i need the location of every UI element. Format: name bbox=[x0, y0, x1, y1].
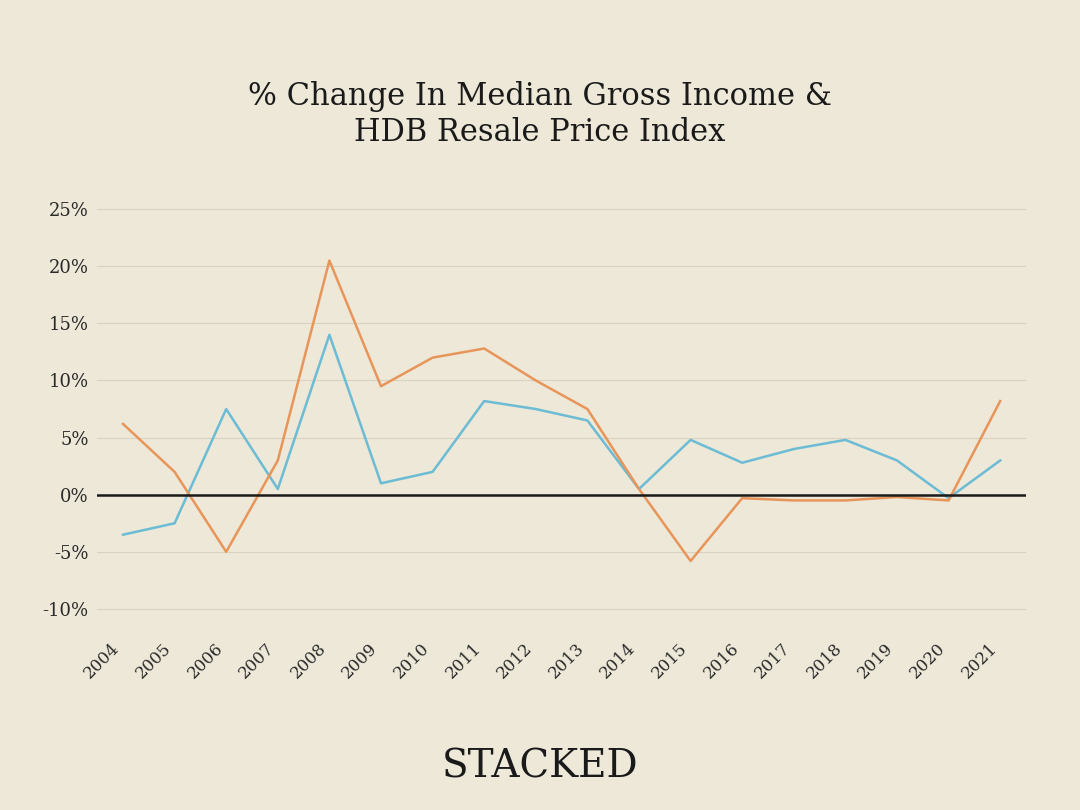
HDB Resale Price Index (Q1 of each year) bbox=[323, 256, 336, 266]
Median (Single) bbox=[427, 467, 440, 477]
HDB Resale Price Index (Q1 of each year) bbox=[427, 353, 440, 363]
Text: STACKED: STACKED bbox=[442, 748, 638, 786]
HDB Resale Price Index (Q1 of each year) bbox=[684, 556, 697, 566]
Median (Single) bbox=[839, 435, 852, 445]
Median (Single) bbox=[633, 484, 646, 494]
Median (Single) bbox=[735, 458, 748, 467]
Line: Median (Single): Median (Single) bbox=[123, 335, 1000, 535]
Median (Single) bbox=[323, 330, 336, 339]
HDB Resale Price Index (Q1 of each year) bbox=[375, 382, 388, 391]
HDB Resale Price Index (Q1 of each year) bbox=[271, 455, 284, 465]
HDB Resale Price Index (Q1 of each year) bbox=[891, 492, 904, 502]
HDB Resale Price Index (Q1 of each year) bbox=[117, 419, 130, 428]
Median (Single) bbox=[117, 530, 130, 539]
Median (Single) bbox=[787, 444, 800, 454]
HDB Resale Price Index (Q1 of each year) bbox=[219, 547, 232, 556]
Median (Single) bbox=[581, 416, 594, 425]
Median (Single) bbox=[168, 518, 181, 528]
Median (Single) bbox=[942, 493, 955, 503]
Median (Single) bbox=[477, 396, 490, 406]
Median (Single) bbox=[891, 455, 904, 465]
HDB Resale Price Index (Q1 of each year) bbox=[633, 484, 646, 494]
HDB Resale Price Index (Q1 of each year) bbox=[839, 496, 852, 505]
HDB Resale Price Index (Q1 of each year) bbox=[787, 496, 800, 505]
Median (Single) bbox=[375, 479, 388, 488]
Median (Single) bbox=[994, 455, 1007, 465]
Median (Single) bbox=[271, 484, 284, 494]
HDB Resale Price Index (Q1 of each year) bbox=[942, 496, 955, 505]
Median (Single) bbox=[529, 404, 542, 414]
HDB Resale Price Index (Q1 of each year) bbox=[994, 396, 1007, 406]
HDB Resale Price Index (Q1 of each year) bbox=[735, 493, 748, 503]
Line: HDB Resale Price Index (Q1 of each year): HDB Resale Price Index (Q1 of each year) bbox=[123, 261, 1000, 561]
HDB Resale Price Index (Q1 of each year) bbox=[477, 343, 490, 353]
HDB Resale Price Index (Q1 of each year) bbox=[168, 467, 181, 477]
HDB Resale Price Index (Q1 of each year) bbox=[581, 404, 594, 414]
Median (Single) bbox=[684, 435, 697, 445]
HDB Resale Price Index (Q1 of each year) bbox=[529, 376, 542, 386]
Text: % Change In Median Gross Income &
HDB Resale Price Index: % Change In Median Gross Income & HDB Re… bbox=[248, 81, 832, 147]
Median (Single) bbox=[219, 404, 232, 414]
